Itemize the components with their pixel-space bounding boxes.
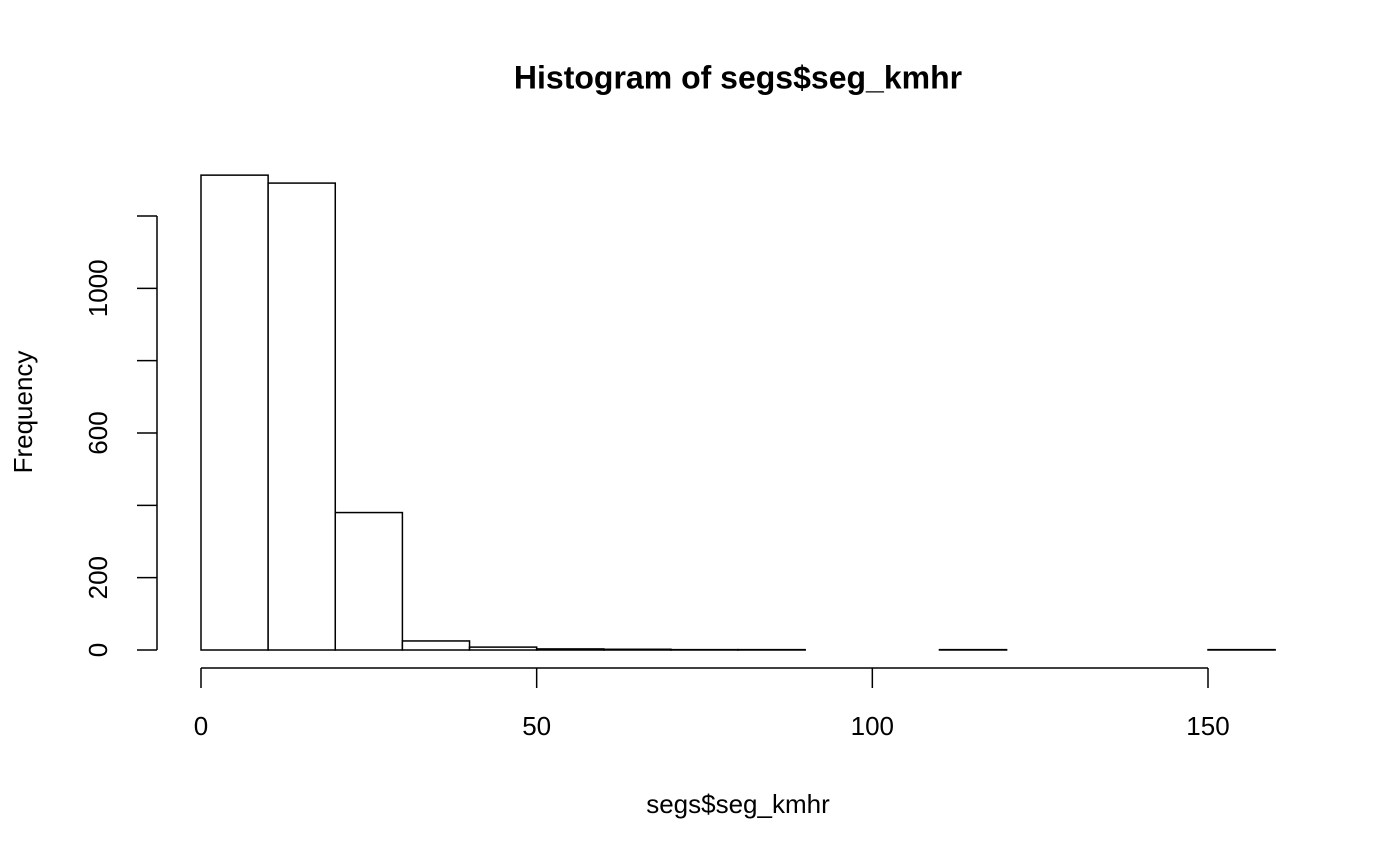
y-tick-label: 200 [83,556,113,599]
x-tick-label: 100 [851,711,894,741]
bar [603,648,672,651]
bar [468,646,538,651]
y-tick-label: 600 [83,411,113,454]
x-tick-label: 150 [1186,711,1229,741]
bar [535,648,605,651]
bar [401,640,471,651]
x-tick-label: 0 [194,711,208,741]
bar [267,182,337,651]
x-tick-label: 50 [522,711,551,741]
bar [334,511,404,651]
chart-title: Histogram of segs$seg_kmhr [514,59,962,95]
y-axis-label: Frequency [8,351,38,474]
y-tick-label: 0 [83,643,113,657]
y-tick-label: 1000 [83,259,113,317]
x-axis-label: segs$seg_kmhr [646,789,830,819]
bar [200,174,269,651]
